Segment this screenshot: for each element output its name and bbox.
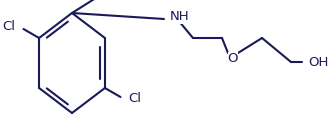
- Text: OH: OH: [308, 56, 328, 68]
- Text: O: O: [228, 52, 238, 64]
- Text: NH: NH: [170, 11, 190, 23]
- Text: Cl: Cl: [128, 92, 141, 106]
- Text: Cl: Cl: [3, 20, 16, 34]
